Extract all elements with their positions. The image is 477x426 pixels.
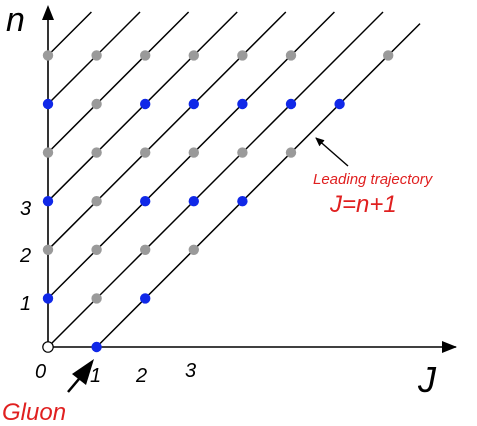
gray-state-point [91,196,102,207]
gray-state-point [140,147,151,158]
gray-state-point [91,293,102,304]
blue-state-point [42,196,54,207]
state-points [42,50,394,353]
gluon-arrow-icon [72,359,94,385]
y-tick-label: 3 [20,198,31,220]
gray-state-point [285,50,297,61]
blue-state-point [91,341,102,353]
blue-state-point [237,98,248,110]
gluon-label: Gluon [2,399,66,426]
blue-state-point [188,98,199,110]
blue-state-point [285,98,297,110]
trajectory-line [96,23,421,348]
blue-state-point [334,98,345,110]
x-tick-label: 2 [135,365,147,387]
gray-state-point [140,244,151,255]
gray-state-point [237,147,248,158]
x-tick-label: 0 [35,361,46,383]
blue-state-point [140,196,151,207]
trajectory-line [47,11,384,348]
blue-state-point [140,293,151,304]
gray-state-point [42,50,54,61]
blue-state-point [140,98,151,110]
blue-state-point [42,293,54,304]
y-tick-label: 2 [19,245,31,267]
gray-state-point [91,50,102,61]
gray-state-point [140,50,151,61]
gray-state-point [285,147,297,158]
gray-state-point [188,244,199,255]
leading-trajectory-pointer [315,137,349,167]
leading-trajectory-label: Leading trajectory [313,171,434,188]
gray-state-point [91,147,102,158]
gray-state-point [237,50,248,61]
trajectory-line [47,11,190,154]
blue-state-point [42,98,54,110]
x-tick-label: 3 [185,360,196,382]
gray-state-point [188,147,199,158]
gray-state-point [91,244,102,255]
y-tick-label: 1 [20,293,31,315]
gray-state-point [91,98,102,110]
gluon-origin-point [42,341,54,353]
trajectory-line [47,11,287,251]
x-axis-arrow-icon [442,341,457,353]
gray-state-point [42,147,54,158]
x-tick-label: 1 [90,365,101,387]
blue-state-point [188,196,199,207]
blue-state-point [237,196,248,207]
leading-trajectory-formula: J=n+1 [329,191,397,218]
y-axis-arrow-icon [42,5,54,20]
y-axis-label: n [6,1,25,39]
gray-state-point [42,244,54,255]
x-axis-label: J [417,359,437,400]
gray-state-point [383,50,394,61]
gray-state-point [188,50,199,61]
trajectory-line [47,11,92,56]
